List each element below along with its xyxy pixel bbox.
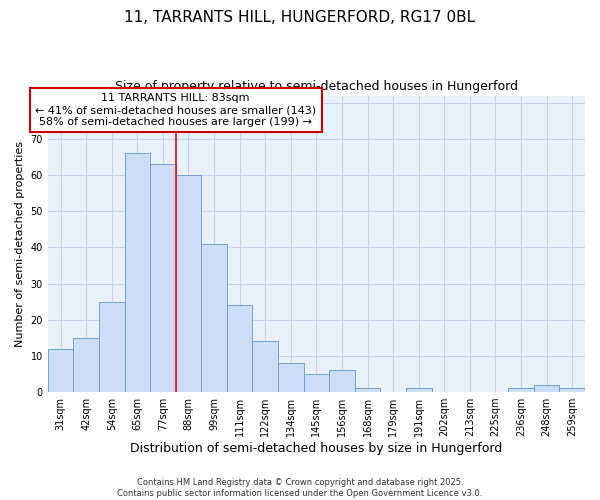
Bar	[73, 338, 99, 392]
Text: 11 TARRANTS HILL: 83sqm
← 41% of semi-detached houses are smaller (143)
58% of s: 11 TARRANTS HILL: 83sqm ← 41% of semi-de…	[35, 94, 316, 126]
Y-axis label: Number of semi-detached properties: Number of semi-detached properties	[15, 141, 25, 347]
Text: Contains HM Land Registry data © Crown copyright and database right 2025.
Contai: Contains HM Land Registry data © Crown c…	[118, 478, 482, 498]
Text: 11, TARRANTS HILL, HUNGERFORD, RG17 0BL: 11, TARRANTS HILL, HUNGERFORD, RG17 0BL	[124, 10, 476, 25]
Bar	[125, 154, 150, 392]
Bar	[534, 385, 559, 392]
Bar	[508, 388, 534, 392]
Bar	[176, 175, 201, 392]
Bar	[329, 370, 355, 392]
Bar	[278, 363, 304, 392]
Bar	[48, 348, 73, 392]
Bar	[150, 164, 176, 392]
Bar	[355, 388, 380, 392]
Bar	[559, 388, 585, 392]
Bar	[304, 374, 329, 392]
Bar	[99, 302, 125, 392]
Bar	[227, 306, 253, 392]
Bar	[406, 388, 431, 392]
Title: Size of property relative to semi-detached houses in Hungerford: Size of property relative to semi-detach…	[115, 80, 518, 93]
Bar	[253, 342, 278, 392]
X-axis label: Distribution of semi-detached houses by size in Hungerford: Distribution of semi-detached houses by …	[130, 442, 503, 455]
Bar	[201, 244, 227, 392]
